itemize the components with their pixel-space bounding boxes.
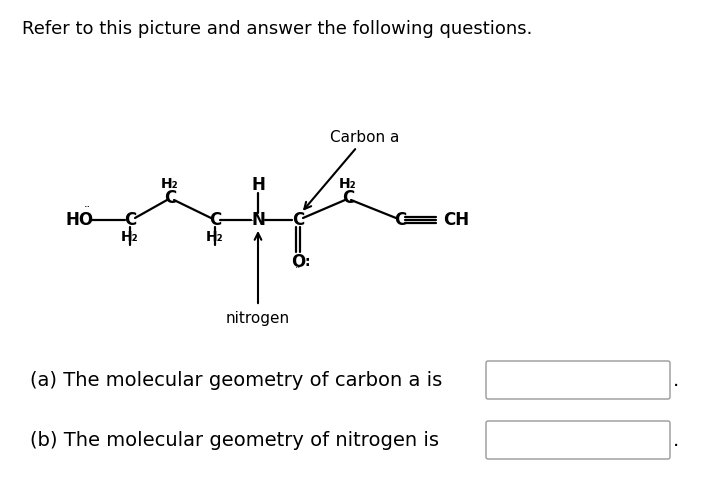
Text: C: C [394,211,406,229]
Text: (a) The molecular geometry of carbon a is: (a) The molecular geometry of carbon a i… [30,370,442,390]
Text: C: C [164,189,176,207]
Text: H: H [251,176,265,194]
Text: Refer to this picture and answer the following questions.: Refer to this picture and answer the fol… [22,20,532,38]
FancyBboxPatch shape [486,361,670,399]
Text: H₂: H₂ [161,177,179,191]
Text: ¨: ¨ [84,206,90,219]
Text: H₂: H₂ [339,177,357,191]
Text: C: C [209,211,221,229]
Text: Carbon a: Carbon a [330,131,400,146]
Text: ¨: ¨ [249,220,255,230]
FancyBboxPatch shape [486,421,670,459]
Text: H₂: H₂ [206,230,224,244]
Text: ¨: ¨ [295,267,301,277]
Text: HO: HO [66,211,94,229]
Text: .: . [673,370,679,390]
Text: :: : [305,255,310,269]
Text: .: . [673,431,679,450]
Text: O: O [291,253,305,271]
Text: (b) The molecular geometry of nitrogen is: (b) The molecular geometry of nitrogen i… [30,431,439,450]
Text: C: C [124,211,136,229]
Text: C: C [292,211,304,229]
Text: nitrogen: nitrogen [226,310,290,325]
Text: C: C [342,189,354,207]
Text: N: N [251,211,265,229]
Text: CH: CH [443,211,469,229]
Text: H₂: H₂ [121,230,139,244]
